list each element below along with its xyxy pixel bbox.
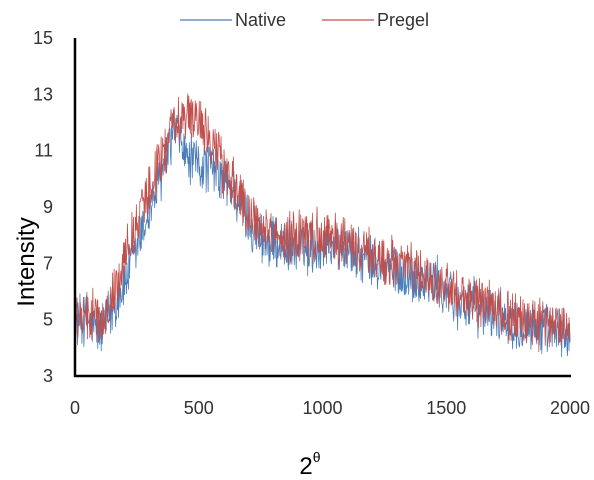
y-axis-title: Intensity bbox=[13, 217, 40, 306]
legend-label-pregel: Pregel bbox=[377, 10, 429, 30]
y-tick-label: 5 bbox=[43, 310, 53, 330]
y-tick-label: 13 bbox=[33, 84, 53, 104]
x-axis-title: 2θ bbox=[299, 449, 320, 480]
series-line-pregel bbox=[74, 93, 571, 353]
y-tick-label: 9 bbox=[43, 197, 53, 217]
x-tick-label: 1000 bbox=[302, 398, 342, 418]
y-tick-label: 3 bbox=[43, 366, 53, 386]
series-layer bbox=[74, 93, 571, 358]
x-tick-labels: 0 500 1000 1500 2000 bbox=[70, 398, 590, 418]
y-tick-labels: 3 5 7 9 11 13 15 bbox=[33, 28, 53, 386]
x-tick-label: 500 bbox=[184, 398, 214, 418]
x-tick-label: 1500 bbox=[426, 398, 466, 418]
y-tick-label: 15 bbox=[33, 28, 53, 48]
y-tick-label: 7 bbox=[43, 253, 53, 273]
x-axis-title-base: 2 bbox=[299, 453, 312, 480]
x-axis-title-superscript: θ bbox=[313, 449, 321, 465]
x-tick-label: 2000 bbox=[550, 398, 590, 418]
legend-label-native: Native bbox=[235, 10, 286, 30]
y-tick-label: 11 bbox=[34, 141, 53, 161]
x-tick-label: 0 bbox=[70, 398, 80, 418]
legend: Native Pregel bbox=[180, 10, 429, 30]
